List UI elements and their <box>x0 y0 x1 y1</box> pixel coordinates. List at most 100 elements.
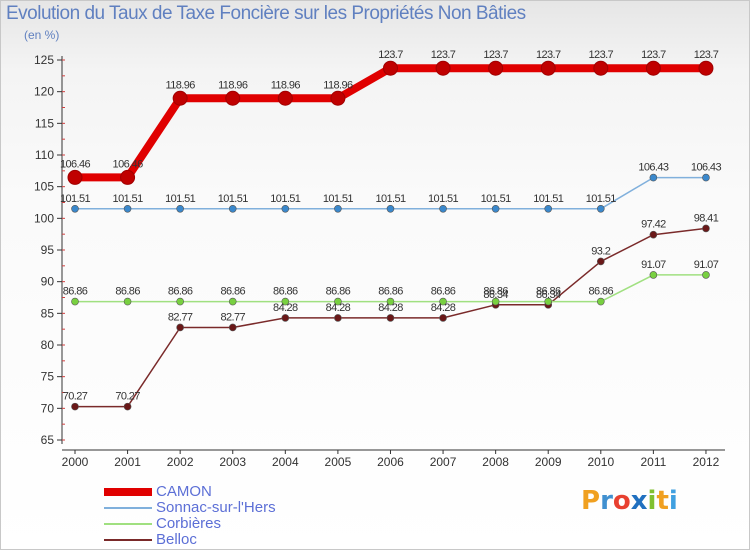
data-point <box>172 90 188 106</box>
data-point <box>596 297 605 306</box>
legend-label: Sonnac-sur-l'Hers <box>156 499 276 516</box>
data-label: 106.46 <box>113 158 144 170</box>
data-label: 86.86 <box>378 286 403 298</box>
x-tick-label: 2009 <box>535 455 562 469</box>
data-point <box>491 204 500 213</box>
data-point <box>225 90 241 106</box>
data-label: 123.7 <box>378 49 403 61</box>
y-tick-label: 85 <box>41 306 55 320</box>
data-point <box>702 173 710 182</box>
data-label: 86.86 <box>589 286 614 298</box>
y-tick-label: 70 <box>41 401 55 415</box>
data-label: 91.07 <box>641 259 666 271</box>
data-label: 106.43 <box>638 162 669 174</box>
data-point <box>120 169 136 185</box>
data-point <box>176 204 184 213</box>
data-label: 118.96 <box>323 79 353 91</box>
data-point <box>123 402 132 411</box>
data-point <box>334 204 342 213</box>
data-label: 101.51 <box>165 193 196 205</box>
data-label: 101.51 <box>428 193 459 205</box>
data-label: 70.27 <box>63 391 88 403</box>
y-tick-label: 115 <box>35 116 54 130</box>
data-point <box>439 314 447 322</box>
data-label: 101.51 <box>375 193 406 205</box>
data-label: 106.43 <box>691 162 722 174</box>
y-tick-label: 125 <box>34 53 54 67</box>
data-label: 70.27 <box>115 391 140 403</box>
data-label: 106.46 <box>60 158 91 170</box>
data-label: 86.86 <box>536 286 561 298</box>
data-point <box>123 297 132 306</box>
x-tick-label: 2005 <box>325 455 352 469</box>
x-tick-label: 2004 <box>272 455 299 469</box>
y-tick-label: 80 <box>41 338 55 352</box>
chart-title: Evolution du Taux de Taxe Foncière sur l… <box>6 3 526 24</box>
data-point <box>123 204 132 213</box>
data-point <box>386 204 395 213</box>
data-point <box>702 271 710 279</box>
data-point <box>277 90 293 106</box>
data-label: 101.51 <box>533 193 564 205</box>
data-label: 86.86 <box>168 286 193 298</box>
logo-letter: P <box>581 486 601 516</box>
data-point <box>281 297 290 306</box>
data-label: 86.86 <box>115 286 140 298</box>
legend-label: Corbières <box>156 515 222 532</box>
data-label: 84.28 <box>326 302 351 314</box>
logo-letter: t <box>656 486 669 516</box>
data-label: 101.51 <box>218 193 249 205</box>
y-tick-label: 100 <box>34 211 54 225</box>
data-label: 93.2 <box>591 245 610 257</box>
proxiti-logo: Proxiti <box>581 486 678 516</box>
data-label: 123.7 <box>641 49 666 61</box>
x-tick-label: 2006 <box>377 455 404 469</box>
data-point <box>176 323 184 332</box>
x-tick-label: 2010 <box>587 455 614 469</box>
y-tick-label: 105 <box>34 180 54 194</box>
data-label: 101.51 <box>481 193 512 205</box>
data-label: 118.96 <box>218 79 248 91</box>
x-tick-label: 2007 <box>430 455 457 469</box>
data-label: 86.86 <box>273 286 298 298</box>
data-point <box>334 314 342 322</box>
y-tick-label: 65 <box>41 433 55 447</box>
data-point <box>71 402 79 411</box>
data-point <box>544 297 553 306</box>
data-label: 101.51 <box>113 193 144 205</box>
data-label: 82.77 <box>220 311 245 323</box>
data-label: 86.34 <box>536 289 561 301</box>
y-tick-label: 120 <box>34 85 54 99</box>
data-point <box>702 224 710 233</box>
data-label: 101.51 <box>60 193 91 205</box>
x-tick-label: 2002 <box>167 455 194 469</box>
legend-label: CAMON <box>156 483 212 500</box>
legend-swatch <box>104 523 152 525</box>
data-label: 118.96 <box>271 79 301 91</box>
x-tick-label: 2012 <box>693 455 720 469</box>
data-point <box>488 60 504 76</box>
data-point <box>649 271 658 279</box>
data-point <box>540 60 556 76</box>
legend-swatch <box>104 488 152 496</box>
logo-letter: r <box>600 486 613 516</box>
data-label: 123.7 <box>536 49 561 61</box>
x-tick-label: 2003 <box>219 455 246 469</box>
logo-letter: x <box>630 486 648 516</box>
logo-letter: o <box>612 486 631 516</box>
y-tick-label: 90 <box>41 275 55 289</box>
data-label: 84.28 <box>273 302 298 314</box>
data-point <box>334 297 342 306</box>
data-point <box>71 297 79 306</box>
data-label: 86.86 <box>431 286 456 298</box>
data-point <box>228 204 237 213</box>
legend-swatch <box>104 507 152 509</box>
data-point <box>281 204 290 213</box>
data-point <box>439 297 447 306</box>
data-point <box>281 314 290 322</box>
data-label: 123.7 <box>483 49 508 61</box>
data-point <box>386 314 395 322</box>
x-tick-label: 2000 <box>62 455 89 469</box>
logo-letter: i <box>668 486 678 516</box>
